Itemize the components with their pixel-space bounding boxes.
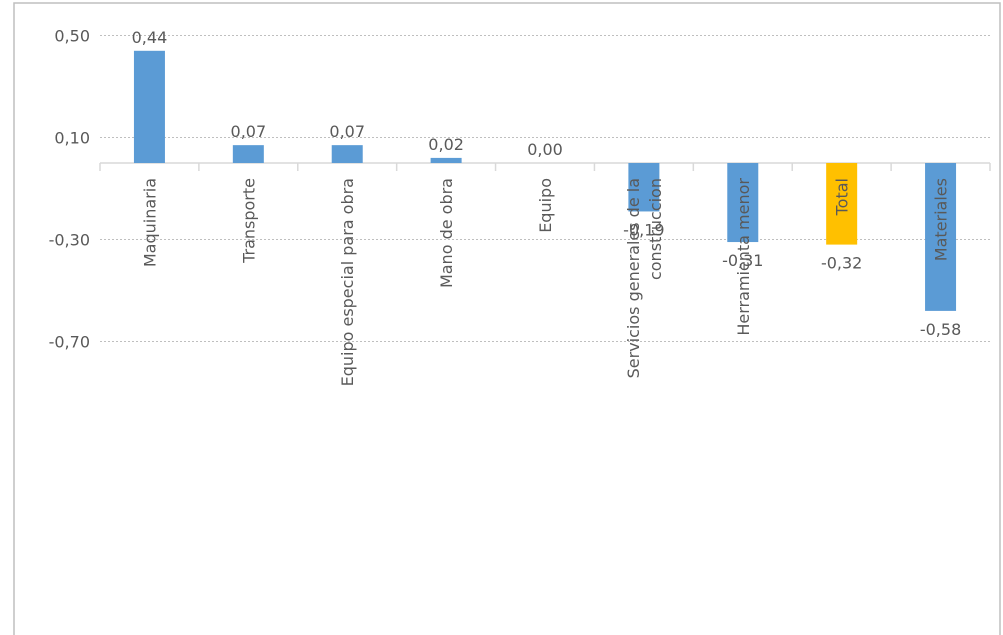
data-label: -0,31 bbox=[722, 251, 763, 270]
bar bbox=[925, 163, 957, 311]
bar bbox=[133, 50, 165, 163]
category-label: Materiales bbox=[932, 178, 951, 261]
data-label: 0,07 bbox=[231, 122, 267, 141]
category-label-line: Materiales bbox=[932, 178, 951, 261]
category-label-line: construccion bbox=[646, 178, 665, 280]
data-label: 0,44 bbox=[132, 28, 168, 47]
category-label-line: Transporte bbox=[239, 178, 258, 264]
data-label: -0,32 bbox=[821, 254, 862, 273]
chart-border bbox=[13, 2, 1001, 635]
category-label-line: Mano de obra bbox=[437, 178, 456, 288]
category-label: Transporte bbox=[239, 178, 258, 264]
data-label: 0,00 bbox=[527, 140, 563, 159]
category-label: Servicios generales de la construccion bbox=[624, 178, 665, 378]
y-tick-label: 0,50 bbox=[54, 27, 90, 46]
bar bbox=[430, 157, 462, 163]
category-label-line: Servicios generales de la bbox=[624, 178, 643, 378]
bar bbox=[826, 163, 858, 245]
bar bbox=[232, 145, 264, 163]
category-label-line: Total bbox=[833, 178, 852, 216]
bar bbox=[628, 163, 660, 212]
y-tick-label: 0,10 bbox=[54, 129, 90, 148]
category-label: Total bbox=[833, 178, 852, 216]
category-label: Mano de obra bbox=[437, 178, 456, 288]
category-label: Equipo bbox=[536, 178, 555, 233]
category-label: Maquinaria bbox=[140, 178, 159, 267]
bar bbox=[331, 145, 363, 163]
data-label: -0,58 bbox=[920, 320, 961, 339]
category-label-line: Maquinaria bbox=[140, 178, 159, 267]
category-label-line: Equipo bbox=[536, 178, 555, 233]
data-label: 0,02 bbox=[428, 135, 464, 154]
category-label: Herramienta menor bbox=[734, 178, 753, 336]
y-tick-label: -0,70 bbox=[49, 333, 90, 352]
y-tick-label: -0,30 bbox=[49, 231, 90, 250]
data-label: 0,07 bbox=[329, 122, 365, 141]
category-label-line: Equipo especial para obra bbox=[338, 178, 357, 386]
category-label: Equipo especial para obra bbox=[338, 178, 357, 386]
bar bbox=[727, 163, 759, 243]
data-label: -0,19 bbox=[623, 220, 664, 239]
category-label-line: Herramienta menor bbox=[734, 178, 753, 336]
